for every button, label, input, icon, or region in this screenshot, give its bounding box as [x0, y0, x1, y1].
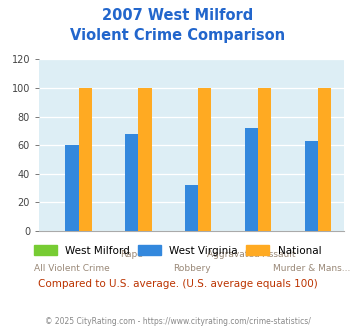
Text: Robbery: Robbery	[173, 264, 211, 273]
Bar	[198, 88, 212, 231]
Bar	[305, 141, 318, 231]
Text: 2007 West Milford: 2007 West Milford	[102, 8, 253, 23]
Bar	[138, 88, 152, 231]
Bar	[258, 88, 271, 231]
Text: © 2025 CityRating.com - https://www.cityrating.com/crime-statistics/: © 2025 CityRating.com - https://www.city…	[45, 317, 310, 326]
Bar	[65, 145, 78, 231]
Text: All Violent Crime: All Violent Crime	[34, 264, 110, 273]
Bar	[78, 88, 92, 231]
Text: Murder & Mans...: Murder & Mans...	[273, 264, 350, 273]
Bar	[245, 128, 258, 231]
Text: Rape: Rape	[120, 250, 143, 259]
Bar	[125, 134, 138, 231]
Text: Violent Crime Comparison: Violent Crime Comparison	[70, 28, 285, 43]
Bar	[318, 88, 331, 231]
Text: Aggravated Assault: Aggravated Assault	[207, 250, 296, 259]
Text: Compared to U.S. average. (U.S. average equals 100): Compared to U.S. average. (U.S. average …	[38, 279, 317, 289]
Bar	[185, 185, 198, 231]
Legend: West Milford, West Virginia, National: West Milford, West Virginia, National	[29, 241, 326, 260]
